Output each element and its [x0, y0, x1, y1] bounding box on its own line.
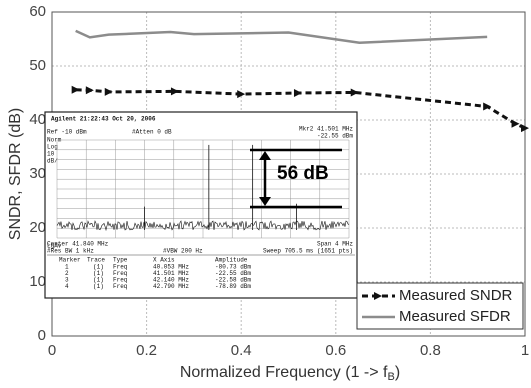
series-marker	[483, 103, 491, 111]
x-tick-label: 0.2	[136, 342, 157, 359]
inset-text: 42.790 MHz	[153, 283, 189, 290]
inset-text: Freq	[113, 283, 128, 290]
inset-text: Amplitude	[215, 257, 248, 264]
inset-text: Trace	[87, 257, 105, 264]
inset-text: dB/	[47, 158, 58, 165]
inset-text: Marker	[59, 257, 81, 264]
x-axis-label: Normalized Frequency (1 -> fB)	[180, 364, 400, 383]
inset-text: Log	[47, 144, 58, 151]
inset-text: (1)	[93, 283, 104, 290]
y-tick-label: 30	[29, 165, 46, 182]
inset-text: Type	[113, 257, 128, 264]
y-tick-label: 40	[29, 111, 46, 128]
inset-text: #Atten 0 dB	[132, 129, 172, 136]
x-tick-label: 1	[521, 342, 529, 359]
series-marker	[86, 86, 94, 94]
series-marker	[294, 89, 302, 97]
inset-text: #Res BW 1 kHz	[47, 248, 94, 255]
x-label-sub: B	[387, 371, 394, 383]
inset-text: X Axis	[153, 257, 175, 264]
y-tick-label: 50	[29, 57, 46, 74]
series-marker	[105, 88, 113, 96]
inset-text: 10	[47, 151, 55, 158]
series-marker	[351, 88, 359, 96]
y-tick-label: 60	[29, 3, 46, 20]
y-tick-label: 10	[29, 273, 46, 290]
legend-label: Measured SNDR	[399, 287, 513, 304]
inset-text: Ref -10 dBm	[47, 129, 87, 136]
x-label-end: )	[395, 364, 400, 381]
x-tick-label: 0.8	[420, 342, 441, 359]
series-marker	[72, 86, 80, 94]
y-axis-label: SNDR, SFDR (dB)	[7, 108, 24, 240]
chart: SNDR, SFDR (dB) Normalized Frequency (1 …	[0, 0, 531, 388]
x-label-text: Normalized Frequency (1 -> f	[180, 364, 388, 381]
inset-text: Agilent 21:22:43 Oct 20, 2006	[51, 116, 156, 123]
inset-text: -22.55 dBm	[317, 133, 353, 140]
legend-label: Measured SFDR	[399, 308, 511, 325]
inset-text: Span 4 MHz	[317, 241, 353, 248]
x-tick-label: 0	[48, 342, 56, 359]
inset-text: #VBW 200 Hz	[163, 248, 203, 255]
x-tick-label: 0.6	[325, 342, 346, 359]
series-marker	[171, 87, 179, 95]
inset-text: Center 41.840 MHz	[47, 241, 109, 248]
series-line	[76, 31, 488, 43]
y-tick-label: 20	[29, 219, 46, 236]
inset-text: -78.89 dBm	[215, 283, 251, 290]
x-tick-label: 0.4	[231, 342, 252, 359]
y-tick-label: 0	[38, 327, 46, 344]
inset-text: 4	[65, 283, 69, 290]
inset-screenshot: Agilent 21:22:43 Oct 20, 2006 Ref -10 dBm…	[45, 112, 357, 298]
annotation: 56 dB	[277, 163, 329, 184]
series-marker	[512, 120, 520, 128]
inset-text: Sweep 705.5 ms (1651 pts)	[263, 248, 353, 255]
inset-text: Mkr2 41.501 MHz	[299, 126, 353, 133]
